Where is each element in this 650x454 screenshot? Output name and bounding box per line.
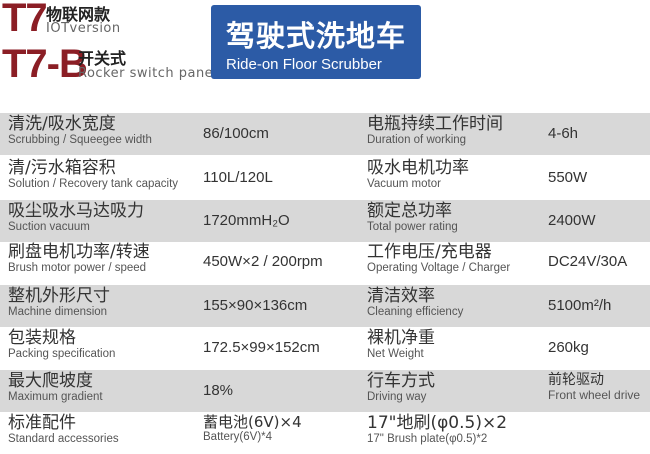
label-cn: 工作电压/充电器 [367,242,492,262]
spec-value: 260kg [548,339,589,356]
label-cn: 17"地刷(φ0.5)×2 [367,413,508,433]
label-cn: 整机外形尺寸 [8,286,110,306]
label-cn: 额定总功率 [367,201,452,221]
label-cn: 刷盘电机功率/转速 [8,242,150,262]
spec-label: 最大爬坡度 Maximum gradient [8,373,103,404]
spec-label: 刷盘电机功率/转速 Brush motor power / speed [8,244,150,275]
table-row: 清/污水箱容积 Solution / Recovery tank capacity… [0,157,650,199]
label-en: Standard accessories [8,433,119,445]
spec-value: 1720mmH₂O [203,212,290,229]
label-cn: 行车方式 [367,371,435,391]
table-row: 刷盘电机功率/转速 Brush motor power / speed 450W×2… [0,241,650,283]
spec-value: 86/100cm [203,125,269,142]
value-en: Battery(6V)*4 [203,431,273,443]
label-en: Suction vacuum [8,221,90,233]
spec-value: 前轮驱动 Front wheel drive [548,373,640,401]
model-t7-en: IOTversion [46,21,121,36]
spec-value: 172.5×99×152cm [203,339,320,356]
label-cn: 吸水电机功率 [367,158,469,178]
spec-label: 行车方式 Driving way [367,373,435,404]
model-t7b-cn: 开关式 [78,49,127,68]
spec-label: 清/污水箱容积 Solution / Recovery tank capacity [8,160,178,191]
title-en: Ride-on Floor Scrubber [226,56,382,73]
model-t7b-en: Rocker switch panel [78,66,218,81]
label-cn: 清洗/吸水宽度 [8,114,116,134]
spec-label: 工作电压/充电器 Operating Voltage / Charger [367,244,510,275]
model-t7b: T7-B [2,42,88,86]
label-en: Total power rating [367,221,458,233]
spec-value: 550W [548,169,588,186]
model-t7: T7 [2,0,48,40]
table-row: 包装规格 Packing specification 172.5×99×152cm 裸… [0,327,650,369]
value-en: Front wheel drive [548,388,641,402]
spec-value: DC24V/30A [548,253,628,270]
label-cn: 裸机净重 [367,328,435,348]
spec-label: 17"地刷(φ0.5)×2 17" Brush plate(φ0.5)*2 [367,415,507,446]
spec-label: 标准配件 Standard accessories [8,415,119,446]
table-row: 整机外形尺寸 Machine dimension 155×90×136cm 清洁效率 C… [0,285,650,327]
table-row: 清洗/吸水宽度 Scrubbing / Squeegee width 86/100c… [0,113,650,155]
table-row: 吸尘吸水马达吸力 Suction vacuum 1720mmH₂O 额定总功率 Tota… [0,200,650,242]
label-cn: 标准配件 [8,413,76,433]
spec-value: 110L/120L [203,169,273,186]
spec-value: 4-6h [548,125,579,142]
label-en: Net Weight [367,348,424,360]
spec-value: 450W×2 / 200rpm [203,253,323,270]
label-en: Packing specification [8,348,116,360]
label-cn: 最大爬坡度 [8,371,93,391]
value-cn: 前轮驱动 [548,372,604,388]
label-en: Duration of working [367,134,467,146]
label-en: Cleaning efficiency [367,306,464,318]
spec-value: 5100m²/h [548,297,612,314]
model-t7-cn: 物联网款 [46,5,111,24]
spec-value: 蓄电池(6V)×4 Battery(6V)*4 [203,415,302,444]
spec-label: 吸尘吸水马达吸力 Suction vacuum [8,203,144,234]
label-en: Operating Voltage / Charger [367,262,511,274]
spec-label: 包装规格 Packing specification [8,330,115,361]
spec-label: 裸机净重 Net Weight [367,330,435,361]
label-en: Maximum gradient [8,391,103,403]
label-cn: 包装规格 [8,328,76,348]
label-cn: 电瓶持续工作时间 [367,114,503,134]
spec-value: 2400W [548,212,596,229]
spec-value: 18% [203,382,234,399]
table-row: 标准配件 Standard accessories 蓄电池(6V)×4 Battery… [0,412,650,454]
label-en: Scrubbing / Squeegee width [8,134,152,146]
spec-label: 清洁效率 Cleaning efficiency [367,288,463,319]
spec-label: 清洗/吸水宽度 Scrubbing / Squeegee width [8,116,152,147]
table-row: 最大爬坡度 Maximum gradient 18% 行车方式 Driving way 前… [0,370,650,412]
label-en: Solution / Recovery tank capacity [8,178,179,190]
label-en: Brush motor power / speed [8,262,147,274]
label-cn: 清洁效率 [367,286,435,306]
title-cn: 驾驶式洗地车 [226,19,407,53]
value-cn: 蓄电池(6V)×4 [203,413,302,431]
label-en: Vacuum motor [367,178,441,190]
title-badge: 驾驶式洗地车 Ride-on Floor Scrubber [211,5,421,79]
label-cn: 清/污水箱容积 [8,158,116,178]
spec-label: 额定总功率 Total power rating [367,203,458,234]
spec-label: 电瓶持续工作时间 Duration of working [367,116,503,147]
label-en: Machine dimension [8,306,108,318]
spec-label: 整机外形尺寸 Machine dimension [8,288,110,319]
label-en: 17" Brush plate(φ0.5)*2 [367,433,488,445]
label-en: Driving way [367,391,427,403]
spec-label: 吸水电机功率 Vacuum motor [367,160,469,191]
label-cn: 吸尘吸水马达吸力 [8,201,144,221]
spec-value: 155×90×136cm [203,297,308,314]
